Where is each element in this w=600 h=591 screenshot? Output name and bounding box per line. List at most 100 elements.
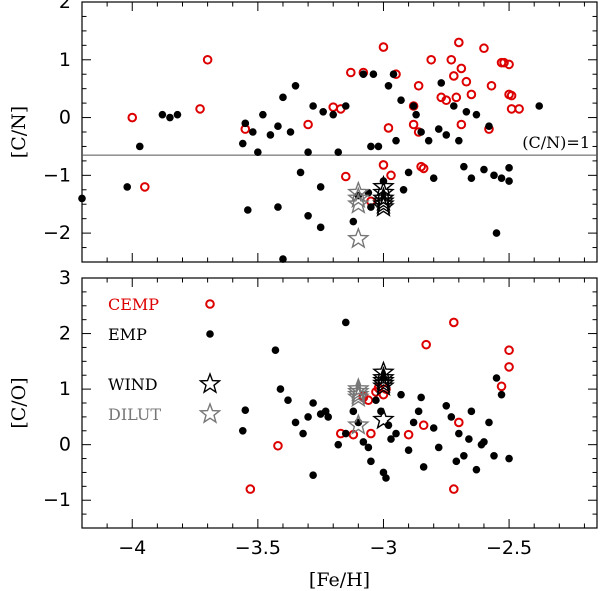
point-emp — [309, 102, 317, 110]
legend-label-wind: WIND — [108, 375, 158, 394]
point-emp — [367, 203, 375, 211]
point-emp — [404, 446, 413, 455]
y-axis-label: [C/N] — [8, 106, 30, 158]
point-cemp — [506, 104, 517, 114]
point-emp — [299, 429, 307, 438]
point-emp — [467, 407, 476, 416]
point-emp — [492, 374, 501, 382]
point-emp — [480, 165, 488, 174]
point-emp — [241, 406, 250, 415]
legend-label-dilut: DILUT — [108, 405, 161, 424]
point-emp — [429, 174, 438, 183]
series-wind — [372, 360, 395, 430]
point-emp — [419, 463, 428, 471]
point-cemp — [461, 76, 472, 87]
point-cemp — [408, 119, 419, 130]
point-emp — [409, 418, 418, 427]
point-cemp — [328, 102, 339, 112]
point-dilut — [346, 180, 370, 203]
point-emp — [166, 113, 174, 122]
y-tick-label: 1 — [59, 378, 71, 400]
point-cemp — [486, 80, 497, 91]
point-emp — [291, 418, 300, 427]
series-emp — [238, 318, 513, 482]
point-emp — [442, 401, 451, 410]
point-emp — [158, 110, 167, 119]
point-emp — [374, 142, 383, 151]
point-emp — [238, 426, 247, 435]
legend-marker-emp — [206, 330, 214, 338]
point-cemp — [195, 104, 205, 114]
point-emp — [485, 122, 493, 131]
point-cemp — [456, 119, 467, 130]
point-emp — [291, 81, 300, 90]
point-emp — [392, 136, 400, 145]
x-tick-label: −2.5 — [486, 537, 532, 559]
point-emp — [460, 451, 468, 460]
point-cemp — [479, 43, 489, 54]
point-emp — [505, 177, 513, 185]
point-emp — [492, 229, 501, 237]
point-cemp — [446, 54, 457, 65]
point-emp — [341, 429, 350, 438]
point-dilut — [346, 192, 370, 214]
point-cemp — [140, 182, 150, 192]
point-emp — [284, 396, 292, 405]
point-emp — [334, 440, 343, 449]
point-emp — [455, 136, 463, 145]
point-emp — [367, 142, 375, 151]
point-dilut — [346, 186, 370, 209]
reference-line-label: (C/N)=1 — [522, 133, 590, 152]
point-wind — [372, 374, 395, 397]
point-emp — [135, 142, 144, 151]
point-emp — [387, 435, 395, 443]
point-wind — [372, 366, 395, 388]
point-emp — [497, 174, 506, 183]
point-dilut — [346, 385, 370, 408]
point-emp — [467, 174, 476, 183]
point-cemp — [504, 345, 514, 356]
point-cemp — [504, 362, 514, 372]
point-cemp — [366, 428, 376, 439]
point-cemp — [514, 104, 524, 114]
legend-marker-dilut — [198, 402, 222, 424]
point-emp — [429, 424, 438, 432]
legend-marker-cemp — [205, 299, 215, 309]
point-dilut — [346, 379, 370, 402]
point-wind — [372, 192, 395, 214]
point-emp — [462, 107, 471, 116]
x-tick-label: −3 — [369, 537, 397, 559]
point-emp — [123, 183, 132, 191]
point-cemp — [303, 119, 313, 130]
series-emp — [78, 70, 544, 263]
point-cemp — [418, 420, 429, 431]
point-wind — [372, 186, 395, 209]
point-emp — [279, 93, 287, 102]
point-emp — [309, 471, 317, 480]
legend-label-emp: EMP — [108, 325, 147, 344]
point-emp — [392, 429, 400, 438]
point-emp — [173, 110, 182, 119]
panel-top-cn: −2 −1 0 1 2 [C/N] (C/N)=1 — [8, 0, 598, 263]
point-emp — [369, 70, 378, 79]
point-emp — [452, 457, 461, 466]
point-cemp — [499, 57, 509, 68]
point-cemp — [454, 37, 464, 48]
point-emp — [304, 211, 312, 220]
point-emp — [397, 96, 405, 105]
point-emp — [382, 474, 390, 482]
point-emp — [316, 223, 325, 232]
point-emp — [286, 128, 295, 136]
point-emp — [424, 136, 433, 145]
point-emp — [254, 148, 262, 157]
point-emp — [309, 399, 317, 407]
point-wind — [372, 368, 395, 391]
series-wind — [372, 174, 395, 217]
point-cemp — [466, 89, 477, 100]
legend-label-cemp: CEMP — [108, 295, 159, 314]
point-emp — [359, 70, 368, 79]
series-dilut — [346, 377, 370, 435]
point-cemp — [386, 170, 396, 181]
point-emp — [417, 393, 425, 402]
y-tick-label: 3 — [59, 267, 71, 289]
